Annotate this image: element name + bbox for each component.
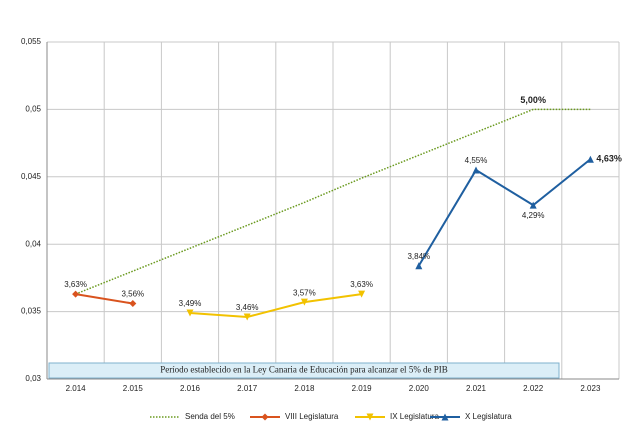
data-label: 3,49% <box>179 299 202 308</box>
legend-label: VIII Legislatura <box>285 412 339 421</box>
legend-marker <box>366 413 374 421</box>
series-line <box>189 293 362 319</box>
series-line <box>417 158 592 267</box>
x-tick-label: 2.019 <box>352 384 373 393</box>
x-tick-label: 2.023 <box>580 384 601 393</box>
x-tick-label: 2.018 <box>294 384 315 393</box>
legend-label: Senda del 5% <box>185 412 235 421</box>
data-label: 3,56% <box>121 290 144 299</box>
data-label: 3,63% <box>64 280 87 289</box>
data-label: 4,29% <box>522 211 545 220</box>
y-tick-label: 0,045 <box>21 172 42 181</box>
series-line <box>75 108 591 295</box>
y-tick-label: 0,04 <box>25 239 41 248</box>
data-label: 3,46% <box>236 303 259 312</box>
marker <box>472 166 480 174</box>
marker <box>243 313 251 321</box>
x-tick-label: 2.021 <box>466 384 487 393</box>
x-tick-label: 2.022 <box>523 384 544 393</box>
x-tick-label: 2.017 <box>237 384 258 393</box>
data-label: 4,63% <box>596 154 622 164</box>
marker <box>300 298 308 306</box>
marker <box>586 155 594 163</box>
marker <box>529 201 537 209</box>
marker <box>129 300 137 308</box>
legend-marker <box>261 413 269 421</box>
annotation: Período establecido en la Ley Canaria de… <box>160 365 448 375</box>
x-tick-label: 2.015 <box>123 384 144 393</box>
series-line <box>75 293 133 305</box>
y-tick-label: 0,03 <box>25 374 41 383</box>
marker <box>186 309 194 317</box>
x-tick-label: 2.020 <box>409 384 430 393</box>
legend-label: X Legislatura <box>465 412 512 421</box>
x-tick-label: 2.014 <box>66 384 87 393</box>
legend-marker <box>441 413 449 421</box>
legend-label: IX Legislatura <box>390 412 439 421</box>
data-label: 3,57% <box>293 288 316 297</box>
data-label: 4,55% <box>465 156 488 165</box>
data-label: 3,63% <box>350 280 373 289</box>
y-tick-label: 0,055 <box>21 37 42 46</box>
marker <box>358 290 366 298</box>
data-label: 5,00% <box>520 95 546 105</box>
marker <box>72 290 80 298</box>
y-tick-label: 0,035 <box>21 307 42 316</box>
annotation-box <box>48 362 560 379</box>
x-tick-label: 2.016 <box>180 384 201 393</box>
data-label: 3,84% <box>407 252 430 261</box>
y-tick-label: 0,05 <box>25 105 41 114</box>
marker <box>415 262 423 270</box>
